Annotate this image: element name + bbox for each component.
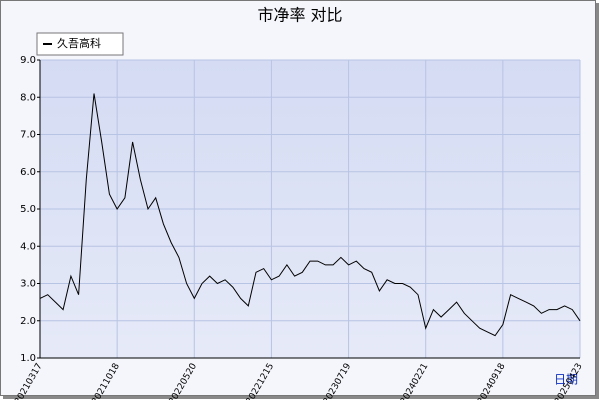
- y-tick-label: 4.0: [20, 241, 36, 252]
- y-tick-label: 6.0: [20, 167, 36, 178]
- y-tick-label: 3.0: [20, 279, 36, 290]
- legend-label: 久吾高科: [57, 36, 101, 50]
- y-tick-label: 2.0: [20, 316, 36, 327]
- legend-box: [36, 32, 124, 56]
- y-tick-label: 9.0: [20, 55, 36, 66]
- chart-title: 市净率 对比: [257, 6, 342, 25]
- y-tick-label: 5.0: [20, 204, 36, 215]
- y-tick-label: 7.0: [20, 130, 36, 141]
- y-tick-label: 1.0: [20, 353, 36, 364]
- x-axis-label: 日期: [554, 373, 578, 387]
- series-line: [39, 93, 581, 337]
- y-tick-label: 8.0: [20, 92, 36, 103]
